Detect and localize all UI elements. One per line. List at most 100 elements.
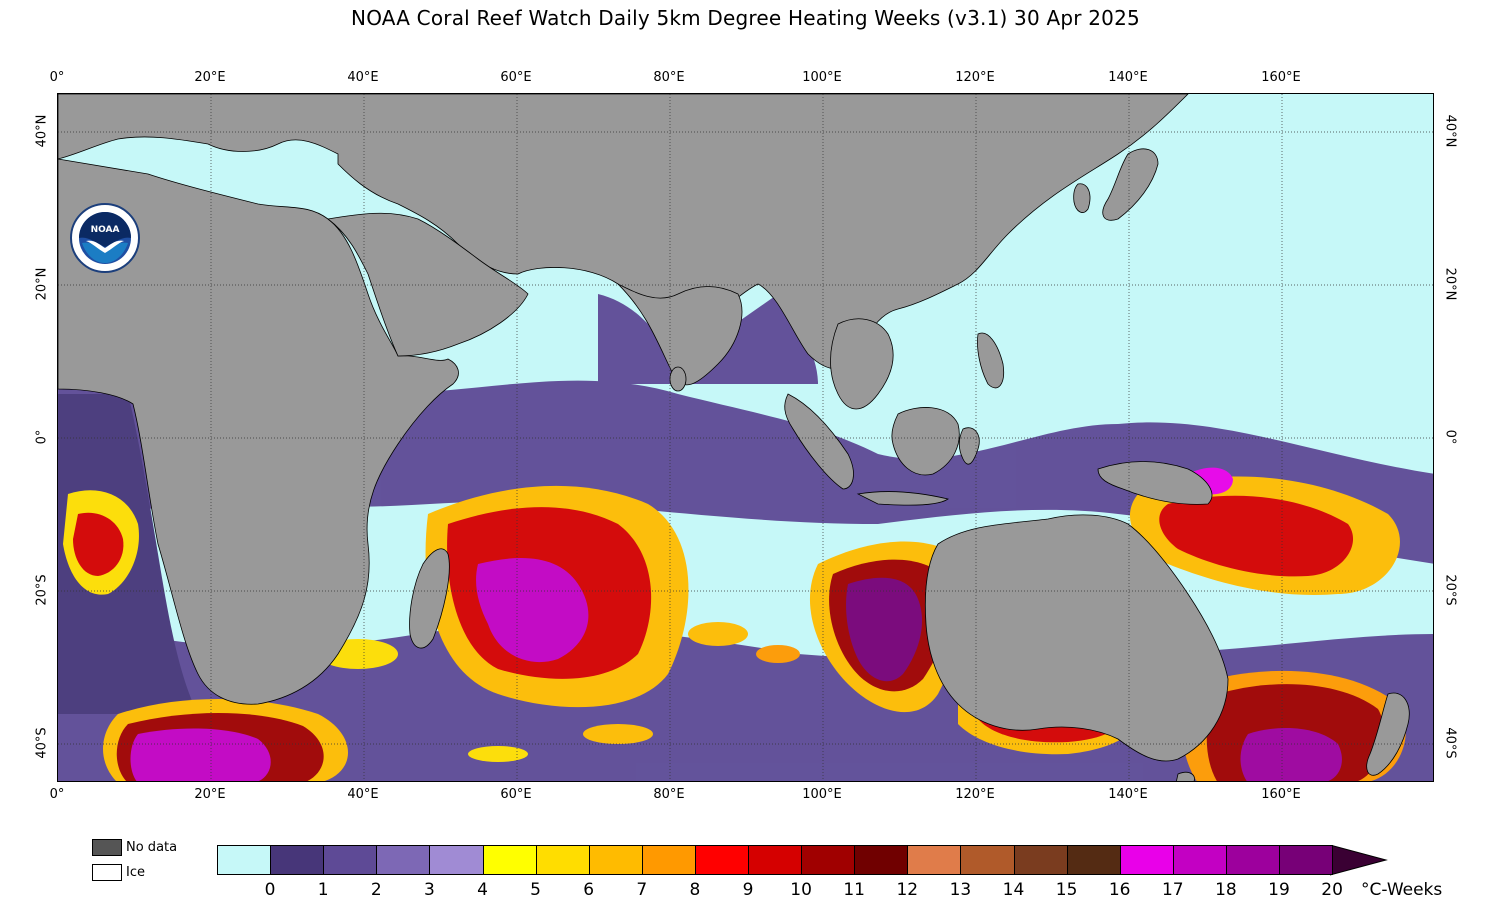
- colorbar-cell-9: [694, 845, 749, 875]
- legend-ice-label: Ice: [126, 865, 145, 880]
- colorbar-cell-1: [270, 845, 324, 875]
- colorbar-tick-6: 6: [583, 880, 595, 900]
- lat-label-right-40s: 40°S: [1442, 727, 1458, 759]
- hotspot-angola-red: [73, 512, 124, 576]
- legend-no-data-swatch: [92, 839, 122, 856]
- colorbar-cell-8: [641, 845, 696, 875]
- colorbar-cell-4: [429, 845, 483, 875]
- lon-label-top-140e: 140°E: [1108, 70, 1148, 85]
- hotspot-agulhas-core: [130, 728, 271, 781]
- colorbar-overflow-arrow: [1330, 845, 1388, 876]
- hotspot-tasman-core: [1240, 728, 1342, 781]
- lat-label-left-40s: 40°S: [34, 727, 50, 759]
- colorbar-cell-6: [535, 845, 590, 875]
- lon-label-bottom-40e: 40°E: [347, 787, 379, 802]
- colorbar-cell-5: [482, 845, 537, 875]
- colorbar-cell-3: [376, 845, 430, 875]
- colorbar-cell-13: [907, 845, 961, 875]
- map-title: NOAA Coral Reef Watch Daily 5km Degree H…: [351, 6, 1140, 30]
- hotspot-madagascar-core: [476, 558, 589, 663]
- colorbar-tick-16: 16: [1108, 880, 1131, 900]
- noaa-logo: NOAA: [70, 203, 140, 273]
- colorbar-cell-10: [748, 845, 802, 875]
- lon-label-top-20e: 20°E: [194, 70, 226, 85]
- land-java: [856, 491, 949, 506]
- lat-label-left-0: 0°: [34, 429, 50, 445]
- lon-label-top-40e: 40°E: [347, 70, 379, 85]
- hotspot-coral-sea-red: [1159, 495, 1354, 577]
- lon-label-bottom-80e: 80°E: [653, 787, 685, 802]
- blob-4: [583, 724, 653, 744]
- colorbar-tick-4: 4: [477, 880, 488, 900]
- colorbar-tick-12: 12: [896, 880, 919, 900]
- colorbar-tick-11: 11: [843, 880, 866, 900]
- lon-label-top-60e: 60°E: [500, 70, 532, 85]
- colorbar-tick-9: 9: [742, 880, 754, 900]
- colorbar-cell-2: [323, 845, 377, 875]
- lat-label-right-20s: 20°S: [1442, 574, 1458, 606]
- map-canvas: [58, 94, 1433, 781]
- land-tasmania: [1176, 771, 1195, 781]
- blob-5: [468, 746, 528, 762]
- colorbar-tick-13: 13: [949, 880, 972, 900]
- lon-label-bottom-0: 0°: [49, 787, 65, 802]
- stress-bay-bengal: [598, 294, 818, 384]
- lat-label-left-20n: 20°N: [34, 267, 50, 301]
- colorbar-tick-8: 8: [689, 880, 701, 900]
- colorbar-cell-0: [217, 845, 271, 875]
- colorbar-cell-17: [1119, 845, 1174, 875]
- colorbar-cell-20: [1279, 845, 1333, 875]
- land-philippines: [977, 332, 1005, 389]
- colorbar-units: °C-Weeks: [1361, 880, 1443, 900]
- legend-ice-swatch: [92, 864, 122, 881]
- colorbar-tick-2: 2: [370, 880, 382, 900]
- colorbar-tick-10: 10: [790, 880, 812, 900]
- blob-1: [688, 622, 748, 646]
- colorbar-tick-5: 5: [530, 880, 542, 900]
- lat-label-right-20n: 20°N: [1442, 267, 1458, 301]
- colorbar-tick-0: 0: [264, 880, 276, 900]
- legend-no-data-label: No data: [126, 840, 178, 855]
- colorbar-tick-7: 7: [636, 880, 648, 900]
- land-new-guinea: [1097, 461, 1213, 505]
- colorbar-cell-19: [1225, 845, 1280, 875]
- lon-label-top-80e: 80°E: [653, 70, 685, 85]
- colorbar-cell-11: [801, 845, 855, 875]
- lat-label-left-20s: 20°S: [34, 574, 50, 606]
- land-indochina: [830, 318, 894, 410]
- colorbar-cell-12: [854, 845, 908, 875]
- lon-label-bottom-120e: 120°E: [955, 787, 995, 802]
- land-australia: [924, 514, 1229, 762]
- lon-label-top-0: 0°: [49, 70, 65, 85]
- colorbar-tick-19: 19: [1268, 880, 1290, 900]
- lon-label-top-160e: 160°E: [1261, 70, 1301, 85]
- lon-label-top-120e: 120°E: [955, 70, 995, 85]
- colorbar-tick-3: 3: [423, 880, 435, 900]
- colorbar-tick-14: 14: [1002, 880, 1025, 900]
- lon-label-bottom-100e: 100°E: [802, 787, 842, 802]
- land-madagascar: [409, 548, 450, 649]
- graticule: [58, 94, 1433, 781]
- blob-2: [756, 645, 800, 663]
- lon-label-bottom-160e: 160°E: [1261, 787, 1301, 802]
- land-korea: [1073, 183, 1091, 213]
- colorbar-cell-18: [1172, 845, 1227, 875]
- dhw-map[interactable]: [57, 93, 1434, 782]
- colorbar-cell-14: [960, 845, 1014, 875]
- noaa-logo-text: NOAA: [91, 225, 120, 235]
- colorbar-tick-17: 17: [1161, 880, 1184, 900]
- land-new-zealand: [1366, 692, 1410, 776]
- land-sri-lanka: [669, 366, 687, 392]
- lat-label-right-40n: 40°N: [1442, 114, 1458, 148]
- land-arabia: [327, 212, 529, 357]
- colorbar-tick-18: 18: [1215, 880, 1237, 900]
- land-india: [617, 283, 743, 386]
- land-japan: [1102, 148, 1159, 221]
- colorbar-cell-15: [1013, 845, 1068, 875]
- colorbar-tick-20: 20: [1321, 880, 1343, 900]
- colorbar-cell-16: [1066, 845, 1121, 875]
- colorbar-cell-7: [588, 845, 643, 875]
- land-masses: [58, 94, 1410, 781]
- land-borneo: [891, 407, 960, 476]
- lat-label-left-40n: 40°N: [34, 114, 50, 148]
